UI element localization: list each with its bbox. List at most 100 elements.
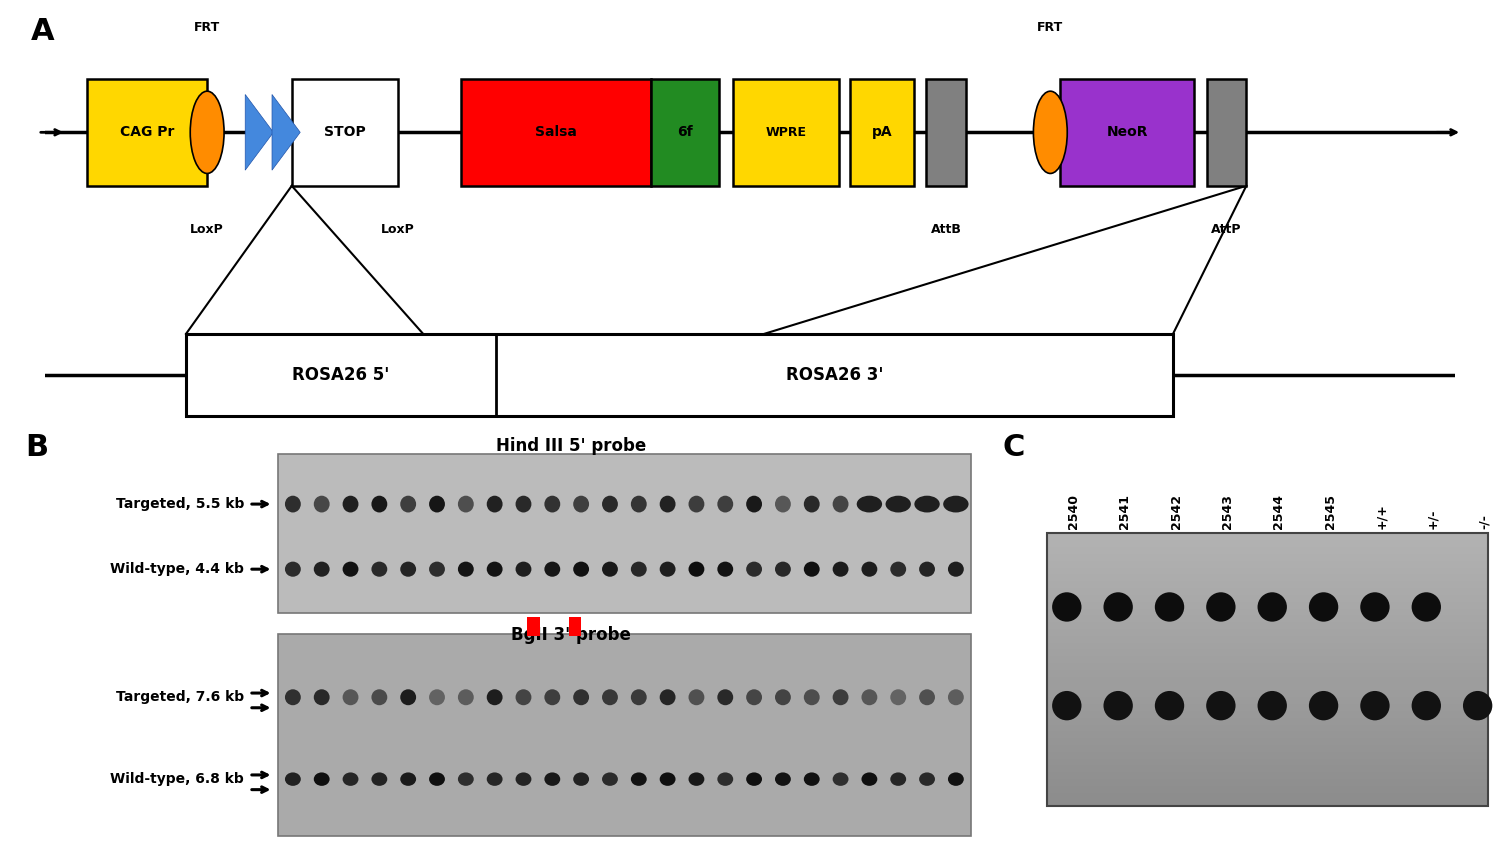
Ellipse shape: [1412, 592, 1442, 621]
Ellipse shape: [920, 772, 934, 786]
Ellipse shape: [746, 495, 762, 512]
Polygon shape: [244, 94, 273, 171]
Text: 2542: 2542: [1170, 494, 1182, 530]
Text: BgII 3' probe: BgII 3' probe: [512, 626, 630, 644]
Ellipse shape: [544, 689, 560, 705]
Ellipse shape: [1360, 592, 1389, 621]
Ellipse shape: [1310, 592, 1338, 621]
Bar: [1047, 595, 1488, 602]
Ellipse shape: [458, 561, 474, 577]
Ellipse shape: [717, 495, 734, 512]
Text: C: C: [1002, 433, 1025, 462]
Bar: [1047, 622, 1488, 629]
Ellipse shape: [688, 561, 705, 577]
Text: Targeted, 5.5 kb: Targeted, 5.5 kb: [116, 497, 244, 511]
Ellipse shape: [804, 495, 819, 512]
Ellipse shape: [342, 495, 358, 512]
Ellipse shape: [372, 495, 387, 512]
Ellipse shape: [458, 689, 474, 705]
Text: CAG Pr: CAG Pr: [120, 125, 174, 140]
FancyBboxPatch shape: [279, 634, 970, 836]
Bar: [1047, 717, 1488, 724]
Text: AttB: AttB: [930, 223, 962, 236]
FancyBboxPatch shape: [279, 453, 970, 614]
Text: B: B: [24, 433, 48, 462]
Ellipse shape: [660, 689, 675, 705]
Text: AttP: AttP: [1212, 223, 1242, 236]
Ellipse shape: [891, 689, 906, 705]
Ellipse shape: [285, 495, 302, 512]
Bar: [1047, 642, 1488, 650]
Text: NeoR: NeoR: [1107, 125, 1148, 140]
Text: pA: pA: [871, 125, 892, 140]
Bar: [1047, 800, 1488, 806]
Ellipse shape: [486, 561, 502, 577]
Ellipse shape: [948, 689, 964, 705]
Text: ROSA26 5': ROSA26 5': [292, 366, 390, 384]
FancyBboxPatch shape: [291, 79, 398, 186]
Ellipse shape: [1155, 592, 1184, 621]
Bar: [1047, 615, 1488, 622]
Bar: [1047, 779, 1488, 786]
Ellipse shape: [833, 495, 849, 512]
Ellipse shape: [285, 772, 302, 786]
Bar: [526, 617, 540, 637]
Ellipse shape: [1257, 592, 1287, 621]
Ellipse shape: [1360, 691, 1389, 721]
Text: ROSA26 3': ROSA26 3': [786, 366, 883, 384]
FancyBboxPatch shape: [460, 79, 651, 186]
Ellipse shape: [573, 689, 590, 705]
Ellipse shape: [544, 561, 560, 577]
Ellipse shape: [856, 495, 882, 512]
Ellipse shape: [1052, 592, 1082, 621]
Ellipse shape: [804, 561, 819, 577]
Ellipse shape: [717, 561, 734, 577]
Ellipse shape: [861, 772, 877, 786]
Bar: [1047, 669, 1488, 677]
Ellipse shape: [573, 561, 590, 577]
Ellipse shape: [458, 495, 474, 512]
Bar: [1047, 602, 1488, 608]
Ellipse shape: [372, 689, 387, 705]
FancyBboxPatch shape: [651, 79, 718, 186]
Bar: [1047, 588, 1488, 595]
Bar: [1047, 793, 1488, 800]
Bar: [1047, 752, 1488, 758]
Ellipse shape: [314, 561, 330, 577]
Ellipse shape: [660, 561, 675, 577]
Ellipse shape: [342, 561, 358, 577]
Ellipse shape: [342, 689, 358, 705]
Bar: [1047, 690, 1488, 698]
Bar: [1047, 574, 1488, 581]
Ellipse shape: [1034, 91, 1068, 173]
Text: Salsa: Salsa: [536, 125, 578, 140]
Ellipse shape: [1206, 592, 1236, 621]
Bar: [1047, 724, 1488, 731]
Ellipse shape: [944, 495, 969, 512]
Ellipse shape: [342, 772, 358, 786]
Bar: [1047, 533, 1488, 540]
Text: WPRE: WPRE: [765, 126, 807, 139]
Ellipse shape: [400, 689, 416, 705]
Ellipse shape: [1412, 691, 1442, 721]
Ellipse shape: [632, 772, 646, 786]
Ellipse shape: [372, 561, 387, 577]
Ellipse shape: [314, 689, 330, 705]
Text: 2541: 2541: [1118, 494, 1131, 530]
Ellipse shape: [1052, 691, 1082, 721]
Text: 2545: 2545: [1323, 494, 1336, 530]
Ellipse shape: [458, 772, 474, 786]
Ellipse shape: [516, 772, 531, 786]
Ellipse shape: [573, 495, 590, 512]
Bar: [1047, 745, 1488, 752]
Text: +/+: +/+: [1376, 503, 1388, 530]
Bar: [1047, 697, 1488, 704]
Ellipse shape: [285, 689, 302, 705]
Ellipse shape: [429, 495, 445, 512]
Ellipse shape: [602, 561, 618, 577]
Ellipse shape: [190, 91, 224, 173]
Bar: [1047, 628, 1488, 636]
Ellipse shape: [516, 689, 531, 705]
Text: A: A: [32, 17, 54, 46]
Ellipse shape: [486, 772, 502, 786]
